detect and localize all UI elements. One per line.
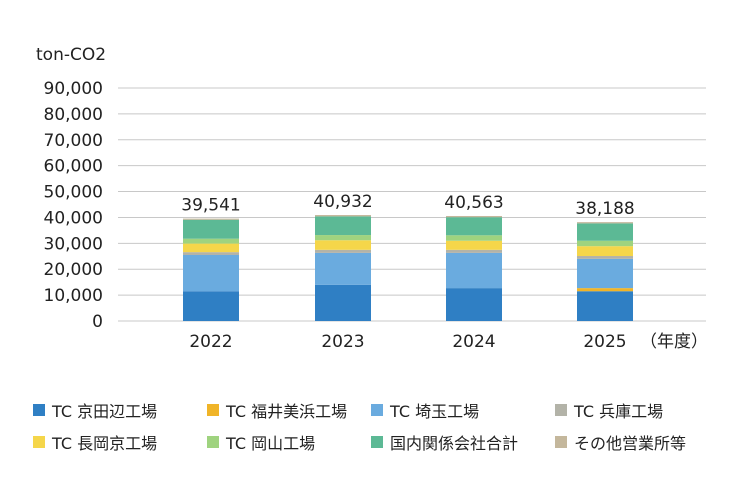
- bar-segment: [577, 291, 633, 321]
- bar-segment: [183, 243, 239, 253]
- legend-item: その他営業所等: [555, 430, 686, 454]
- x-tick-label: 2024: [452, 332, 495, 352]
- legend-swatch: [207, 436, 219, 448]
- legend-label: その他営業所等: [574, 434, 687, 453]
- legend-label: TC 京田辺工場: [52, 402, 158, 421]
- bar-segment: [577, 222, 633, 224]
- x-axis-unit-label: （年度）: [640, 332, 708, 352]
- y-tick-label: 70,000: [44, 131, 103, 151]
- y-tick-label: 50,000: [44, 183, 103, 203]
- legend-item: TC 京田辺工場: [33, 398, 157, 422]
- bar-segment: [446, 217, 502, 236]
- bar-total-label: 40,563: [444, 193, 503, 213]
- bar-segment: [446, 240, 502, 250]
- y-tick-label: 0: [92, 312, 103, 332]
- legend-swatch: [371, 404, 383, 416]
- y-tick-label: 40,000: [44, 208, 103, 228]
- bar-total-label: 40,932: [313, 192, 372, 212]
- stacked-bar-chart: 0 10,000 20,000 30,000 40,000 50,000 60,000 70,…: [44, 79, 708, 352]
- legend-label: TC 福井美浜工場: [226, 402, 348, 421]
- legend-swatch: [33, 404, 45, 416]
- y-tick-label: 10,000: [44, 286, 103, 306]
- legend-label: TC 岡山工場: [226, 434, 316, 453]
- y-tick-label: 60,000: [44, 157, 103, 177]
- legend-label: TC 埼玉工場: [390, 402, 480, 421]
- legend-label: TC 長岡京工場: [52, 434, 158, 453]
- legend-item: TC 兵庫工場: [555, 398, 663, 422]
- bar-segment: [577, 256, 633, 259]
- y-tick-label: 90,000: [44, 79, 103, 99]
- legend-item: TC 福井美浜工場: [207, 398, 347, 422]
- bar-segment: [446, 249, 502, 253]
- y-axis-unit-label: ton-CO2: [36, 45, 106, 65]
- bar-segment: [315, 215, 371, 217]
- legend-swatch: [33, 436, 45, 448]
- bar-segment: [446, 215, 502, 218]
- bar-segment: [315, 284, 371, 321]
- bar-total-label: 38,188: [575, 199, 634, 219]
- bar-segment: [183, 252, 239, 255]
- bar-segment: [446, 288, 502, 321]
- bar-segment: [183, 219, 239, 239]
- legend-swatch: [371, 436, 383, 448]
- bar-segment: [315, 249, 371, 253]
- bar-segment: [183, 238, 239, 244]
- bar-segment: [315, 252, 371, 285]
- bar-segment: [183, 291, 239, 321]
- bar-segment: [446, 252, 502, 289]
- legend-item: 国内関係会社合計: [371, 430, 518, 454]
- legend-swatch: [555, 436, 567, 448]
- bar-segment: [315, 216, 371, 236]
- bar-segment: [577, 240, 633, 247]
- bar-segment: [183, 254, 239, 292]
- bar-total-label: 39,541: [181, 196, 240, 216]
- bar-segment: [446, 235, 502, 241]
- legend-item: TC 長岡京工場: [33, 430, 157, 454]
- y-tick-label: 80,000: [44, 105, 103, 125]
- bar-segment: [577, 246, 633, 257]
- legend-item: TC 岡山工場: [207, 430, 315, 454]
- legend-label: TC 兵庫工場: [574, 402, 664, 421]
- bar-segment: [577, 288, 633, 292]
- bar-segment: [577, 223, 633, 241]
- x-tick-label: 2025: [583, 332, 626, 352]
- bar-segment: [315, 240, 371, 250]
- x-tick-label: 2022: [189, 332, 232, 352]
- bar-segment: [315, 235, 371, 241]
- legend-swatch: [555, 404, 567, 416]
- y-tick-label: 30,000: [44, 234, 103, 254]
- legend-swatch: [207, 404, 219, 416]
- unit-text: ton-CO2: [36, 45, 107, 65]
- y-tick-label: 20,000: [44, 260, 103, 280]
- bar-segment: [183, 218, 239, 220]
- x-tick-label: 2023: [321, 332, 364, 352]
- bar-segment: [577, 258, 633, 289]
- legend-label: 国内関係会社合計: [390, 434, 519, 453]
- legend-item: TC 埼玉工場: [371, 398, 479, 422]
